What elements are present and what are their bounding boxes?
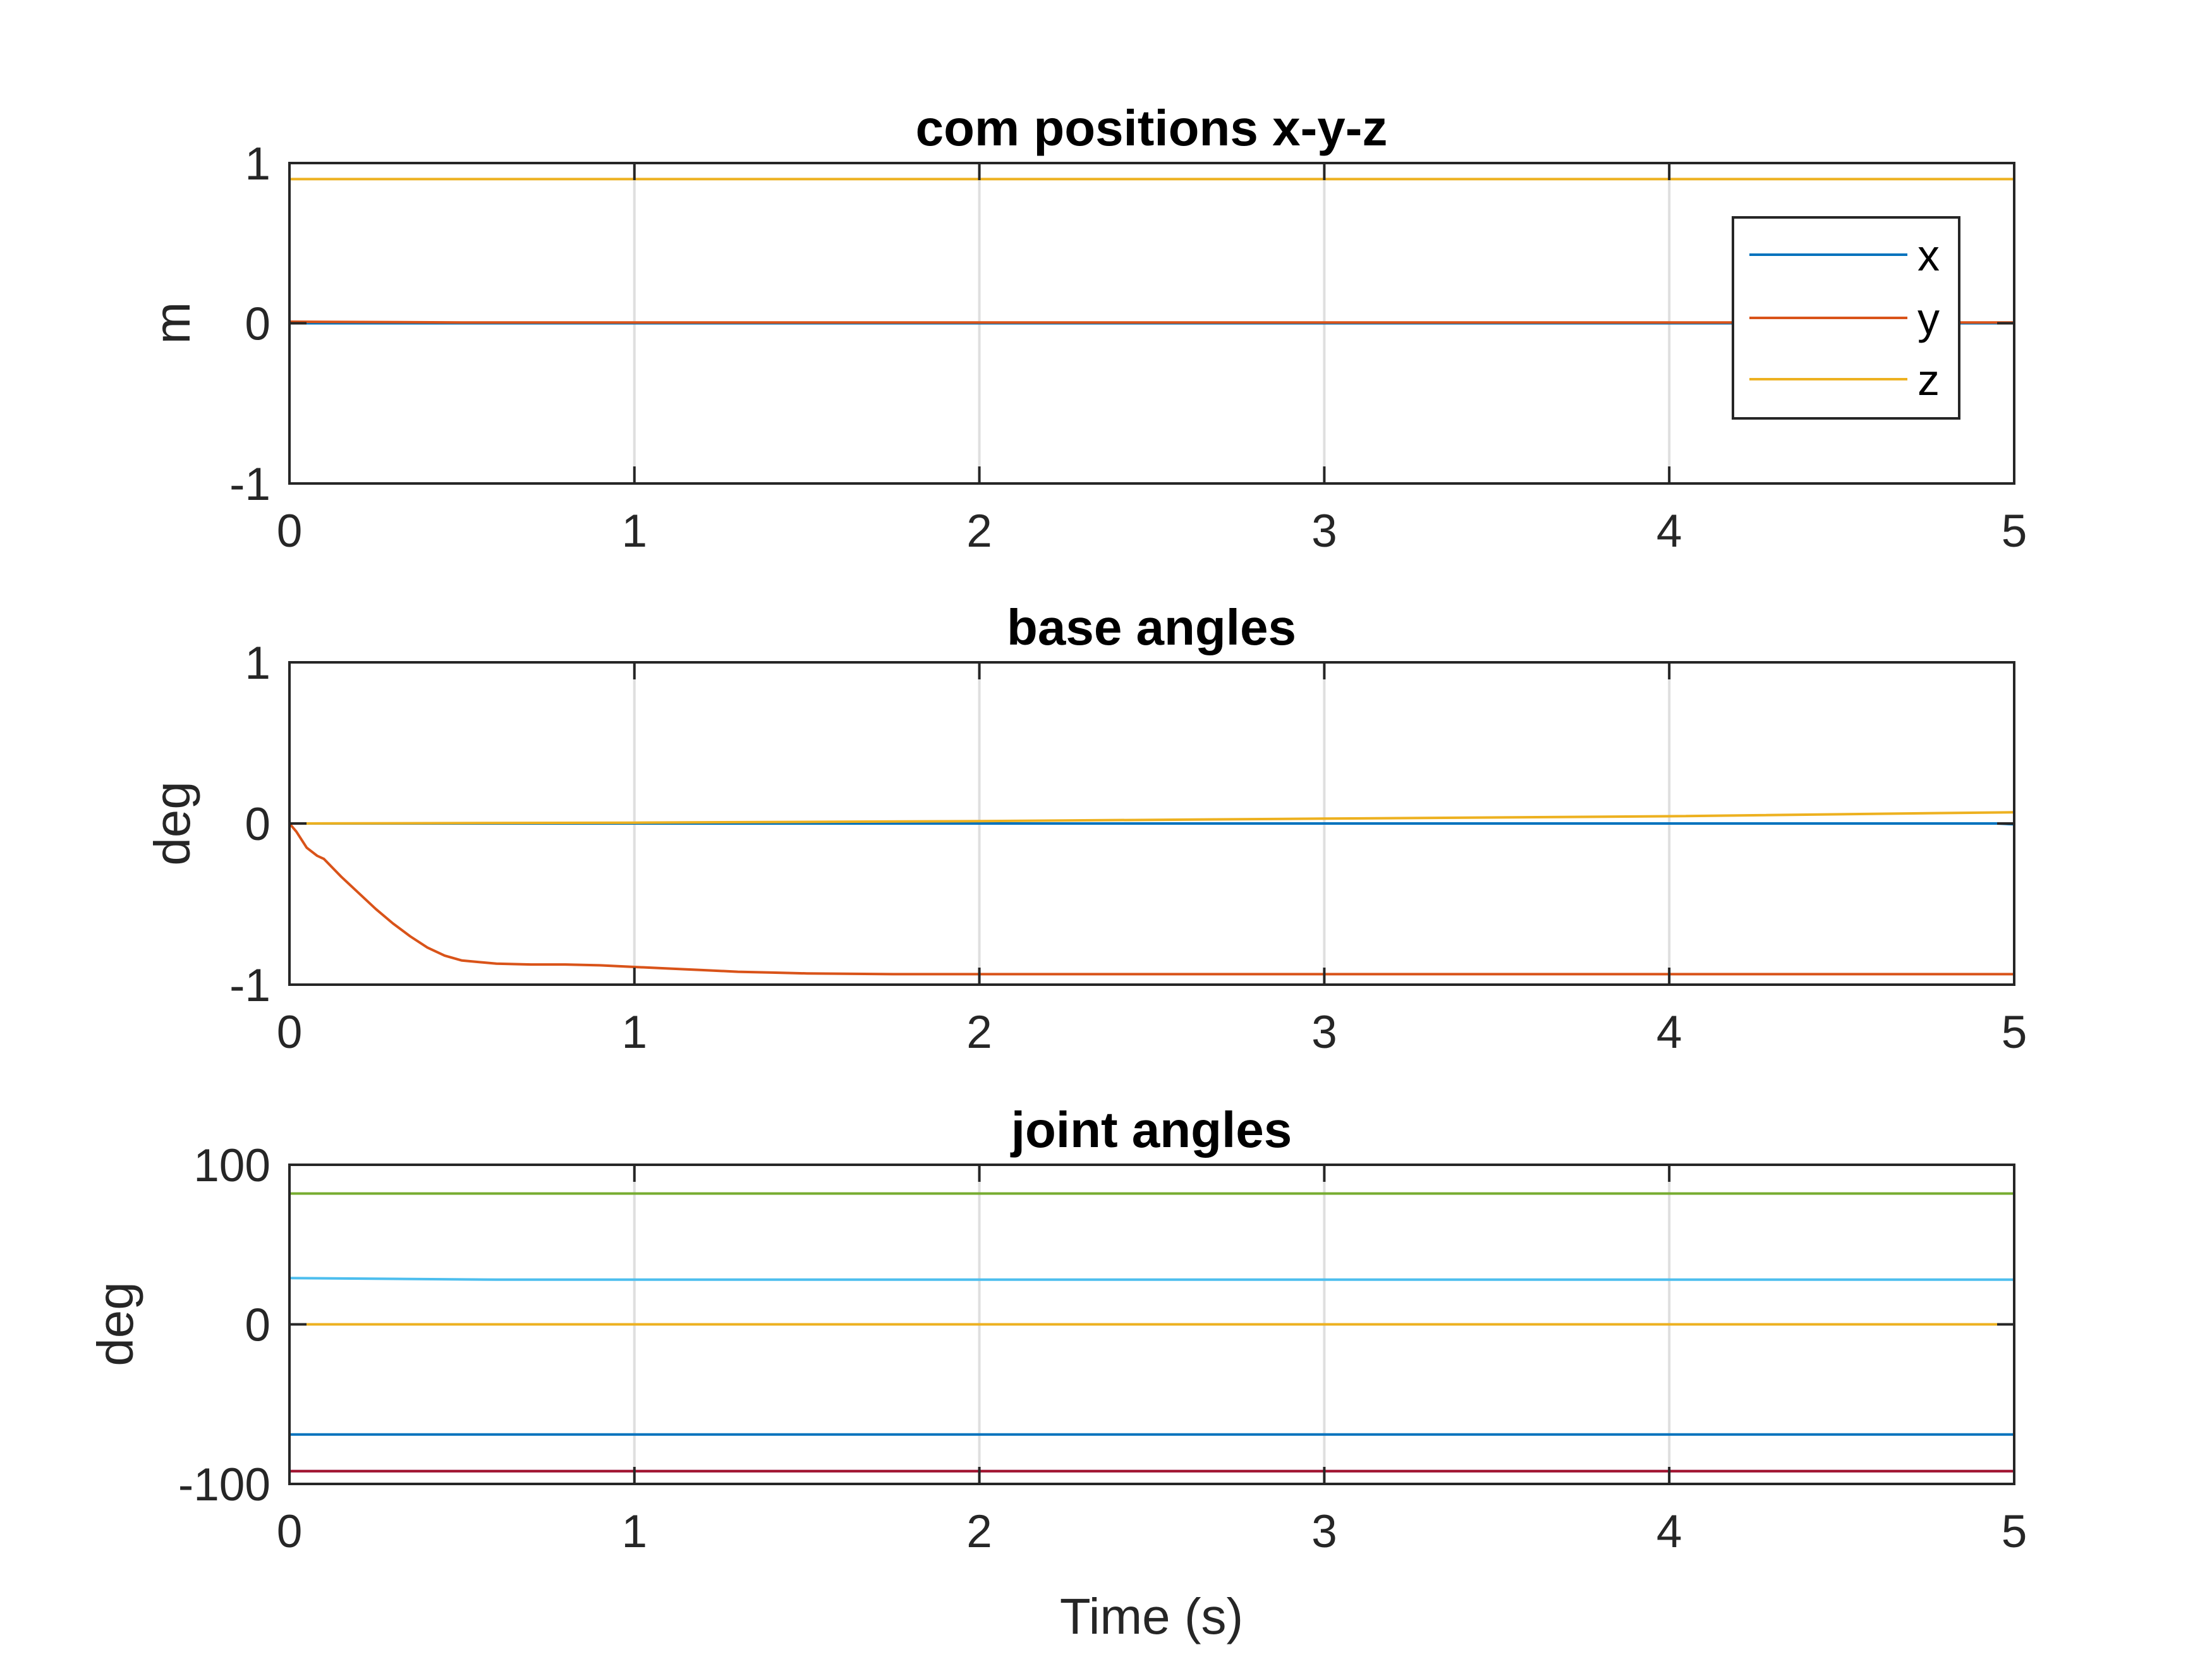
y-tick-label: -1	[229, 459, 270, 510]
x-tick-label: 5	[2002, 1506, 2027, 1557]
y-tick-label: 1	[245, 638, 270, 689]
x-tick-label: 5	[2002, 1007, 2027, 1058]
x-tick-label: 4	[1656, 1007, 1682, 1058]
subplot-title: joint angles	[1010, 1102, 1292, 1158]
x-tick-label: 3	[1311, 1007, 1337, 1058]
x-tick-label: 2	[966, 1506, 992, 1557]
y-tick-label: 100	[193, 1140, 270, 1191]
series-group	[288, 811, 2015, 976]
x-tick-label: 2	[966, 506, 992, 557]
x-tick-label: 1	[621, 506, 647, 557]
subplot-title: com positions x-y-z	[916, 100, 1388, 156]
x-tick-label: 1	[621, 1007, 647, 1058]
series-line-series-3	[289, 811, 2015, 825]
x-tick-label: 3	[1311, 1506, 1337, 1557]
y-tick-label: -100	[178, 1459, 270, 1510]
x-tick-label: 5	[2002, 506, 2027, 557]
series-group	[289, 178, 2014, 325]
y-axis-label: m	[144, 302, 200, 344]
legend-label-y: y	[1917, 294, 1940, 343]
legend: x y z	[1732, 216, 1960, 420]
x-tick-label: 0	[277, 1007, 303, 1058]
x-tick-label: 4	[1656, 506, 1682, 557]
y-tick-label: 0	[245, 299, 270, 350]
subplot-com-positions: 0 1 2 3 4 5-101 com positions x-y-z m x y z	[144, 100, 2027, 557]
subplot-title: base angles	[1007, 599, 1296, 655]
y-axis-label: deg	[144, 781, 200, 865]
ticks: 0 1 2 3 4 5-101	[229, 138, 2027, 557]
y-tick-label: 0	[245, 1300, 270, 1351]
y-tick-label: 0	[245, 799, 270, 850]
x-tick-label: 3	[1311, 506, 1337, 557]
x-tick-label: 4	[1656, 1506, 1682, 1557]
y-tick-label: 1	[245, 138, 270, 190]
x-axis-label: Time (s)	[1060, 1588, 1243, 1644]
x-tick-label: 0	[277, 1506, 303, 1557]
legend-label-x: x	[1917, 231, 1940, 280]
series-line-series-2	[288, 822, 2014, 976]
x-tick-label: 2	[966, 1007, 992, 1058]
series-line-series-6	[289, 1277, 2014, 1281]
y-tick-label: -1	[229, 960, 270, 1011]
ticks: 0 1 2 3 4 5-101	[229, 638, 2027, 1058]
x-tick-label: 0	[277, 506, 303, 557]
subplot-base-angles: 0 1 2 3 4 5-101 base angles deg	[144, 599, 2027, 1058]
y-axis-label: deg	[87, 1282, 143, 1366]
x-tick-label: 1	[621, 1506, 647, 1557]
series-group	[289, 1192, 2014, 1473]
legend-label-z: z	[1917, 355, 1940, 404]
